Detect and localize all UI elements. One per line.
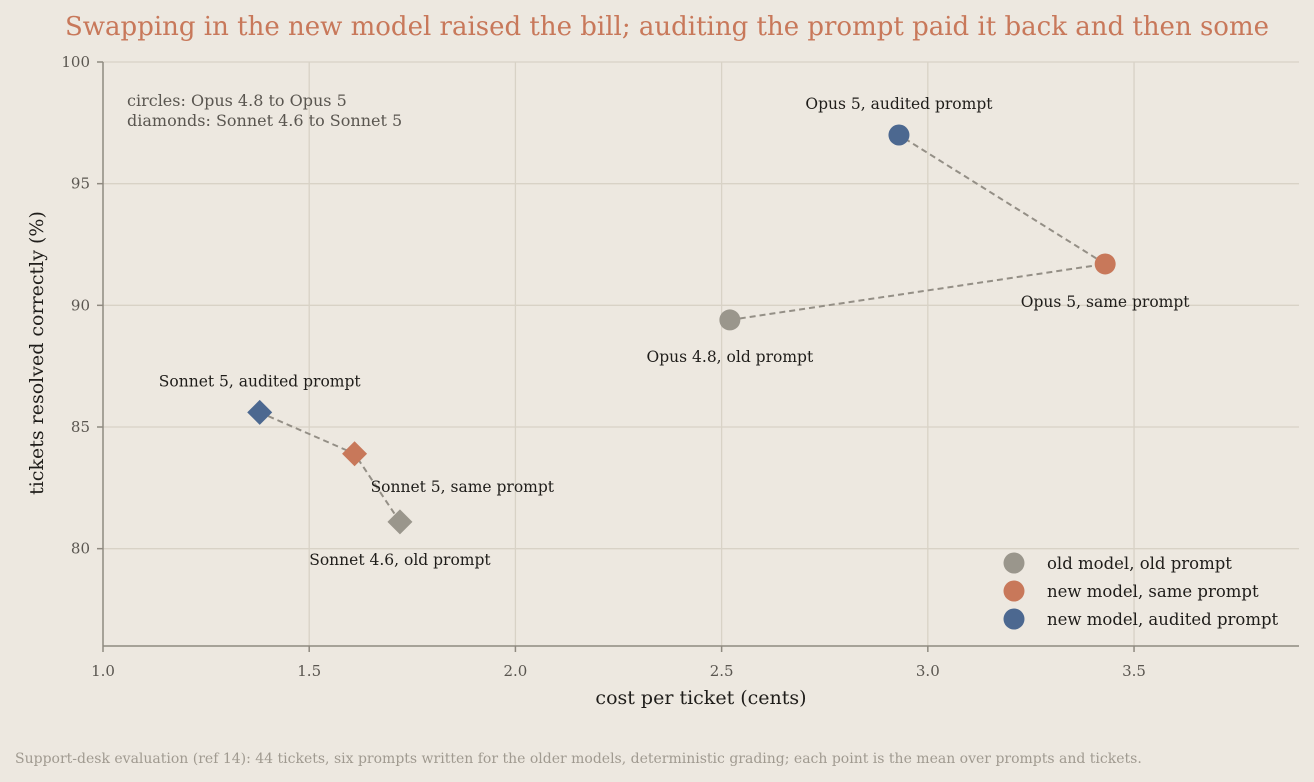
- y-tick-label: 100: [61, 53, 90, 71]
- x-tick-label: 2.0: [503, 662, 527, 680]
- legend-marker-same: [1003, 580, 1025, 602]
- footnote: Support-desk evaluation (ref 14): 44 tic…: [15, 751, 1142, 767]
- x-axis-title: cost per ticket (cents): [595, 687, 806, 709]
- point-label: Opus 5, audited prompt: [805, 95, 993, 113]
- x-tick-label: 1.5: [297, 662, 321, 680]
- point-label: Sonnet 5, same prompt: [371, 478, 555, 496]
- y-tick-label: 95: [71, 175, 90, 193]
- legend: old model, old prompt new model, same pro…: [1003, 552, 1279, 630]
- circle-connector-line: [729, 134, 1108, 321]
- diamond-connector-line: [259, 411, 401, 523]
- legend-marker-old: [1003, 552, 1025, 574]
- point-label: Sonnet 5, audited prompt: [159, 372, 362, 390]
- x-tick-label: 3.0: [916, 662, 940, 680]
- circle-point-old: [719, 309, 741, 331]
- circle-point-audited: [888, 124, 910, 146]
- y-tick-label: 80: [71, 540, 90, 558]
- marker-note-line: diamonds: Sonnet 4.6 to Sonnet 5: [127, 111, 402, 130]
- diamond-point-same: [342, 441, 368, 467]
- point-labels: Opus 4.8, old prompt Opus 5, same prompt O…: [159, 95, 1190, 569]
- legend-label: new model, same prompt: [1047, 582, 1259, 601]
- grid: [103, 61, 1299, 646]
- x-tick-label: 1.0: [91, 662, 115, 680]
- axes: 1.0 1.5 2.0 2.5 3.0 3.5 80 85 90 95 100: [61, 53, 1299, 680]
- diamond-point-old: [387, 509, 413, 535]
- chart-title: Swapping in the new model raised the bil…: [65, 12, 1269, 42]
- legend-label: new model, audited prompt: [1047, 610, 1279, 629]
- y-axis-title: tickets resolved correctly (%): [26, 211, 48, 495]
- point-label: Opus 5, same prompt: [1021, 293, 1190, 311]
- marker-note-line: circles: Opus 4.8 to Opus 5: [127, 91, 347, 110]
- point-label: Opus 4.8, old prompt: [647, 348, 814, 366]
- diamond-point-audited: [247, 399, 273, 425]
- y-tick-label: 90: [71, 296, 90, 314]
- x-tick-label: 3.5: [1122, 662, 1146, 680]
- point-label: Sonnet 4.6, old prompt: [309, 551, 491, 569]
- x-tick-label: 2.5: [710, 662, 734, 680]
- data-points: [247, 124, 1116, 535]
- legend-label: old model, old prompt: [1047, 554, 1232, 573]
- circle-point-same: [1094, 253, 1116, 275]
- marker-note: circles: Opus 4.8 to Opus 5 diamonds: So…: [127, 91, 402, 130]
- y-tick-label: 85: [71, 418, 90, 436]
- connectors: [259, 134, 1108, 523]
- legend-marker-audited: [1003, 608, 1025, 630]
